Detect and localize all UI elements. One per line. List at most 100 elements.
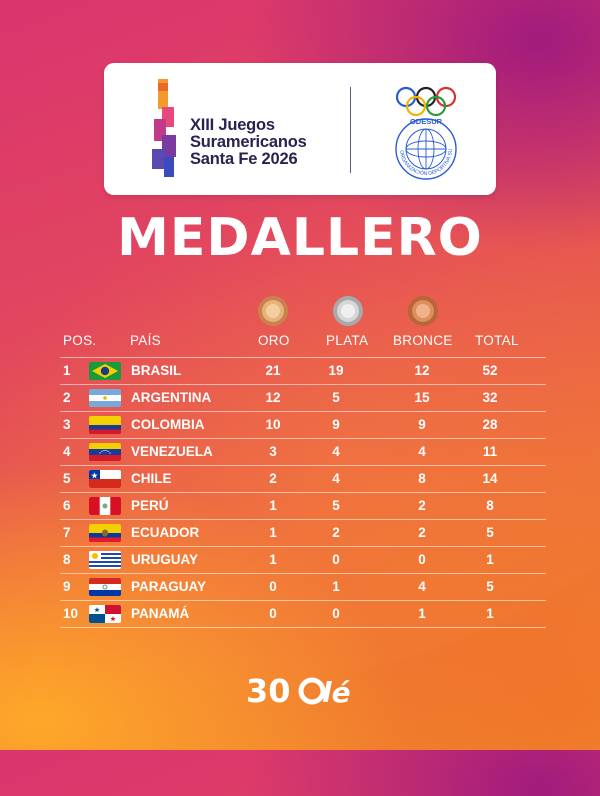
cell-gold: 1 [269,498,277,513]
brazil-flag-icon [89,362,121,380]
cell-total: 52 [482,363,498,378]
cell-total: 28 [482,417,498,432]
cell-total: 1 [486,606,494,621]
cell-pos: 3 [63,417,71,432]
cell-pos: 6 [63,498,71,513]
cell-total: 5 [486,579,494,594]
cell-bronze: 4 [418,444,426,459]
table-row-rule [60,438,546,439]
cell-bronze: 0 [418,552,426,567]
paraguay-flag-icon [89,578,121,596]
cell-bronze: 8 [418,471,426,486]
cell-silver: 0 [332,552,340,567]
cell-country: COLOMBIA [131,417,205,432]
table-row-rule [60,492,546,493]
cell-total: 32 [482,390,498,405]
table-row: 1 BRASIL 21 19 12 52 [0,357,600,384]
cell-total: 14 [482,471,498,486]
cell-bronze: 4 [418,579,426,594]
table-row: 10 PANAMÁ 0 0 1 1 [0,600,600,627]
cell-pos: 10 [63,606,79,621]
venezuela-flag-icon [89,443,121,461]
cell-pos: 7 [63,525,71,540]
odesur-ring-text: ORGANIZACIÓN DEPORTIVA SURAMERICANA [374,75,454,177]
column-header-bronze: BRONCE [393,333,453,348]
table-row: 9 PARAGUAY 0 1 4 5 [0,573,600,600]
cell-total: 5 [486,525,494,540]
cell-silver: 5 [332,390,340,405]
table-row-rule [60,600,546,601]
cell-bronze: 12 [414,363,430,378]
games-title: XIII Juegos Suramericanos Santa Fe 2026 [190,116,307,168]
brand-logo-text: lé [322,676,351,709]
table-row-rule [60,627,546,628]
cell-gold: 1 [269,525,277,540]
torch-logo-icon [152,79,176,177]
table-row-rule [60,384,546,385]
column-header-pos: POS. [63,333,97,348]
cell-bronze: 9 [418,417,426,432]
column-header-gold: ORO [258,333,290,348]
cell-total: 11 [482,444,498,459]
cell-country: CHILE [131,471,172,486]
cell-country: PERÚ [131,498,169,513]
cell-silver: 2 [332,525,340,540]
cell-country: VENEZUELA [131,444,213,459]
page-title: MEDALLERO [117,208,483,268]
cell-gold: 10 [265,417,281,432]
table-row: 6 PERÚ 1 5 2 8 [0,492,600,519]
table-row-rule [60,519,546,520]
table-row: 7 ECUADOR 1 2 2 5 [0,519,600,546]
cell-gold: 1 [269,552,277,567]
cell-country: PARAGUAY [131,579,207,594]
table-row: 3 COLOMBIA 10 9 9 28 [0,411,600,438]
cell-silver: 4 [332,471,340,486]
cell-total: 1 [486,552,494,567]
column-header-silver: PLATA [326,333,369,348]
cell-gold: 2 [269,471,277,486]
event-header-card: XIII Juegos Suramericanos Santa Fe 2026 … [104,63,496,195]
odesur-label: ODESUR [410,117,443,126]
table-row: 5 CHILE 2 4 8 14 [0,465,600,492]
cell-bronze: 2 [418,498,426,513]
panama-flag-icon [89,605,121,623]
cell-total: 8 [486,498,494,513]
cell-pos: 9 [63,579,71,594]
colombia-flag-icon [89,416,121,434]
cell-pos: 1 [63,363,71,378]
svg-text:ORGANIZACIÓN DEPORTIVA SURAMER: ORGANIZACIÓN DEPORTIVA SURAMERICANA [374,75,454,177]
column-header-country: PAÍS [130,333,161,348]
cell-country: URUGUAY [131,552,199,567]
cell-bronze: 2 [418,525,426,540]
brand-logo-number: 30 [246,672,291,710]
table-row-rule [60,465,546,466]
table-row: 2 ARGENTINA 12 5 15 32 [0,384,600,411]
cell-bronze: 1 [418,606,426,621]
table-row-rule [60,546,546,547]
chile-flag-icon [89,470,121,488]
cell-country: BRASIL [131,363,182,378]
cell-silver: 0 [332,606,340,621]
peru-flag-icon [89,497,121,515]
ecuador-flag-icon [89,524,121,542]
cell-country: ECUADOR [131,525,200,540]
cell-gold: 21 [265,363,281,378]
cell-gold: 12 [265,390,281,405]
cell-pos: 4 [63,444,71,459]
cell-silver: 9 [332,417,340,432]
cell-pos: 5 [63,471,71,486]
cell-gold: 3 [269,444,277,459]
cell-silver: 4 [332,444,340,459]
argentina-flag-icon [89,389,121,407]
header-divider [350,87,351,173]
table-row: 8 URUGUAY 1 0 0 1 [0,546,600,573]
cell-silver: 5 [332,498,340,513]
table-row-rule [60,411,546,412]
cell-country: ARGENTINA [131,390,212,405]
table-top-rule [60,357,546,358]
cell-gold: 0 [269,606,277,621]
cell-pos: 2 [63,390,71,405]
column-header-total: TOTAL [475,333,519,348]
cell-gold: 0 [269,579,277,594]
silver-medal-icon [333,296,363,326]
